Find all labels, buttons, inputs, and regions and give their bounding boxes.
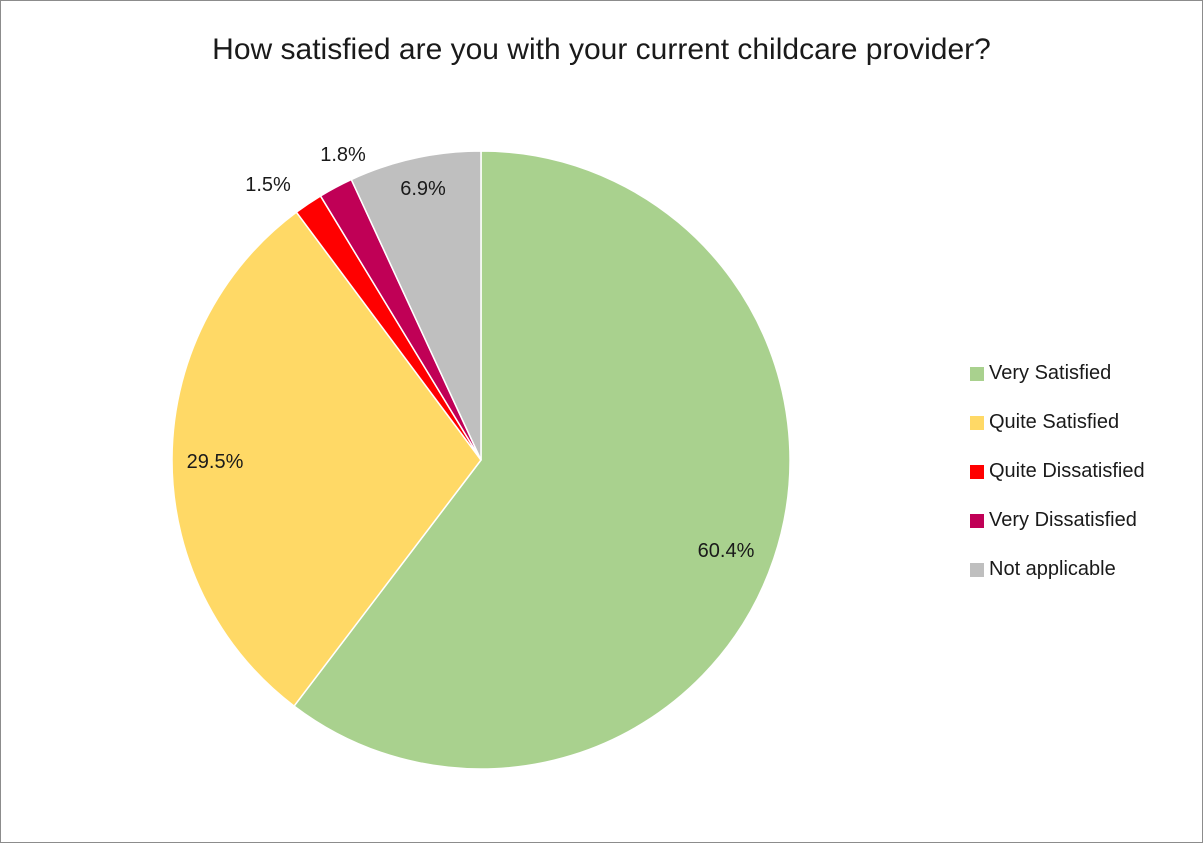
legend-item-not-applicable: Not applicable (970, 545, 1195, 594)
legend-item-very-dissatisfied: Very Dissatisfied (970, 496, 1195, 545)
pie-slices (171, 150, 791, 770)
legend-swatch (970, 415, 984, 430)
legend-label: Quite Satisfied (989, 411, 1120, 433)
data-label-very-dissatisfied: 1.8% (320, 144, 366, 166)
legend-label: Quite Dissatisfied (989, 460, 1145, 482)
legend-label: Not applicable (989, 558, 1116, 580)
legend-label: Very Satisfied (989, 362, 1112, 384)
pie-slice-not-applicable (350, 150, 482, 461)
data-label-not-applicable: 6.9% (400, 178, 446, 200)
pie-slice-very-satisfied (293, 150, 791, 770)
data-label-quite-dissatisfied: 1.5% (245, 174, 291, 196)
legend-item-very-satisfied: Very Satisfied (970, 349, 1195, 398)
legend-swatch (970, 513, 984, 528)
data-label-quite-satisfied: 29.5% (187, 451, 244, 473)
legend-swatch (970, 562, 984, 577)
legend-item-quite-satisfied: Quite Satisfied (970, 398, 1195, 447)
legend-label: Very Dissatisfied (989, 509, 1137, 531)
pie-data-labels: 60.4% 29.5% 1.5% 1.8% 6.9% (187, 144, 755, 562)
pie-slice-quite-satisfied (171, 211, 482, 708)
legend-item-quite-dissatisfied: Quite Dissatisfied (970, 447, 1195, 496)
legend-swatch (970, 464, 984, 479)
chart-title: How satisfied are you with your current … (212, 33, 991, 66)
legend: Very Satisfied Quite Satisfied Quite Dis… (970, 349, 1195, 594)
legend-swatch (970, 366, 984, 381)
data-label-very-satisfied: 60.4% (698, 540, 755, 562)
